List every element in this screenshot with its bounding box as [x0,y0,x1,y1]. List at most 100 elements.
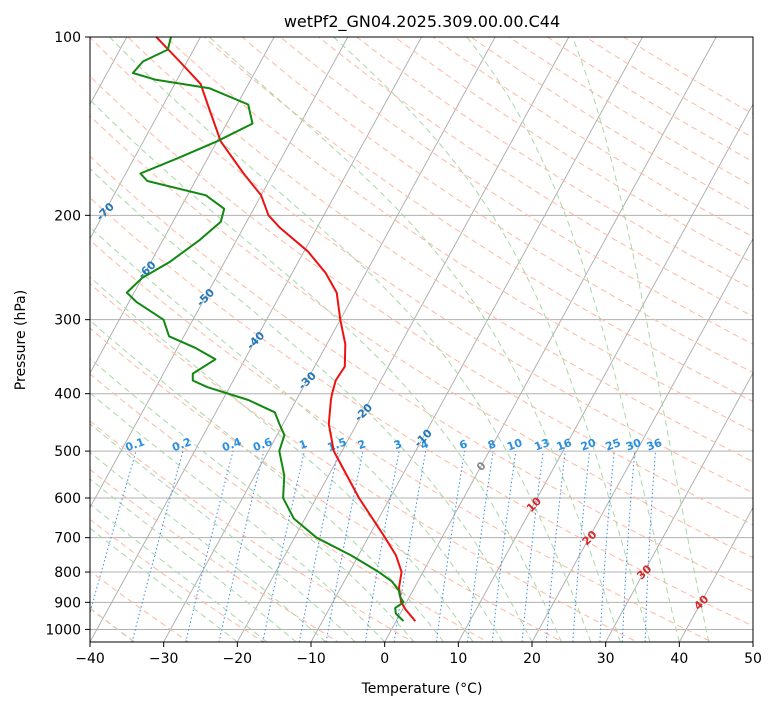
isotherm-line [384,37,717,642]
mixing-ratio-line [572,451,590,642]
isotherm-line [90,37,275,375]
dry-adiabat-line [90,37,753,494]
moist-adiabat-line [90,423,356,642]
isotherm-line [310,37,644,642]
isotherm-line [605,372,753,642]
plot-frame [89,36,754,643]
y-tick-label: 400 [54,387,81,403]
mixing-ratio-line [325,451,364,642]
dry-adiabat-line [127,37,753,463]
y-tick-label: 100 [54,30,81,46]
dry-adiabat-line [203,37,753,403]
y-tick-label: 500 [54,444,81,460]
dry-adiabat-line [317,37,753,318]
y-tick-label: 300 [54,313,81,329]
mixing-ratio-line [131,450,184,642]
moist-adiabat-line [208,37,621,642]
profile-lines [125,37,417,622]
mixing-ratio-line [521,451,544,642]
moist-adiabat-line [90,276,474,642]
moist-adiabat-line [90,451,327,642]
y-tick-label: 200 [54,208,81,224]
y-tick-label: 900 [54,595,81,611]
mixing-ratio-line [644,451,656,642]
moist-adiabat-line [90,99,562,642]
axis-ticks: −40 −30 −20 −10 0 10 20 30 40 50 1000 900 800 700 600 5… [45,30,762,667]
isotherm-line [90,37,349,509]
y-tick-label: 800 [54,565,81,581]
mixing-ratio-line [218,450,265,642]
mixing-ratio-line [466,451,494,642]
mixing-ratio-label: 16 [555,436,574,454]
dewpoint-line [125,37,405,622]
moist-adiabat-line [90,319,444,642]
y-tick-label: 700 [54,531,81,547]
x-tick-label: 40 [670,651,688,667]
mixing-ratio-label: 3 [392,437,404,452]
x-tick-label: −20 [223,651,253,667]
x-tick-label: 50 [744,651,762,667]
y-axis-label: Pressure (hPa) [13,290,29,390]
mixing-ratio-label: 20 [579,436,598,454]
x-axis-label: Temperature (°C) [361,681,483,697]
mixing-ratio-line [364,451,400,642]
dry-adiabat-line [90,468,340,642]
mixing-ratio-label: 1 [297,437,309,452]
mixing-ratio-line [185,450,234,642]
mixing-ratio-line [90,450,137,615]
mixing-ratio-label: 25 [604,436,623,453]
mixing-ratio-label: 0.4 [220,435,243,454]
mixing-ratio-label: 30 [624,436,643,454]
isotherm-line [531,237,753,642]
moist-adiabat-line [333,37,651,642]
moist-adiabat-line [109,37,592,642]
x-tick-label: 0 [380,651,389,667]
dry-adiabat-line [90,570,190,642]
isotherm-line [457,103,753,642]
temperature-line [155,37,417,622]
moist-adiabat-line [466,37,680,642]
mixing-ratio-label: 0.1 [124,435,147,454]
mixing-ratio-label: 2 [356,437,368,452]
dry-adiabat-line [90,197,753,627]
dry-adiabat-line [90,115,753,559]
mixing-ratio-label: 0.6 [251,435,274,454]
mixing-ratio-label: 0.2 [170,435,193,454]
mixing-ratio-label: 36 [645,436,664,454]
mixing-ratio-line [621,451,636,642]
moist-adiabat-line [572,37,710,642]
mixing-ratio-line [393,451,427,642]
x-tick-label: −10 [296,651,326,667]
dry-adiabat-line [355,37,753,290]
mixing-ratio-label: 10 [505,436,524,454]
isotherm-line [236,37,570,642]
y-tick-label: 600 [54,491,81,507]
moist-adiabat-line [90,226,503,642]
x-tick-label: −30 [149,651,179,667]
isotherm-line [163,37,496,642]
x-tick-label: −40 [75,651,105,667]
mixing-ratio-label: 4 [419,437,431,452]
isotherm-line [90,37,423,642]
isotherm-line [678,506,753,642]
chart-title: wetPf2_GN04.2025.309.00.00.C44 [284,12,560,32]
background-lines [90,37,753,642]
mixing-ratio-line [545,451,566,642]
x-tick-label: 30 [597,651,615,667]
mixing-ratio-line [435,451,466,642]
dry-adiabat-line [90,420,414,642]
y-tick-label: 1000 [45,622,81,638]
x-tick-label: 10 [449,651,467,667]
dry-adiabat-line [90,327,564,642]
mixing-ratio-line [491,451,517,642]
isotherm-line [90,37,202,240]
mixing-ratio-label: 6 [458,437,470,452]
mixing-ratio-line [298,450,339,642]
dry-adiabat-line [241,37,753,374]
moist-adiabat-line [90,168,533,642]
dry-adiabat-line [90,282,639,642]
mixing-ratio-line [599,451,615,642]
x-tick-label: 20 [523,651,541,667]
mixing-ratio-label: 13 [533,436,552,453]
